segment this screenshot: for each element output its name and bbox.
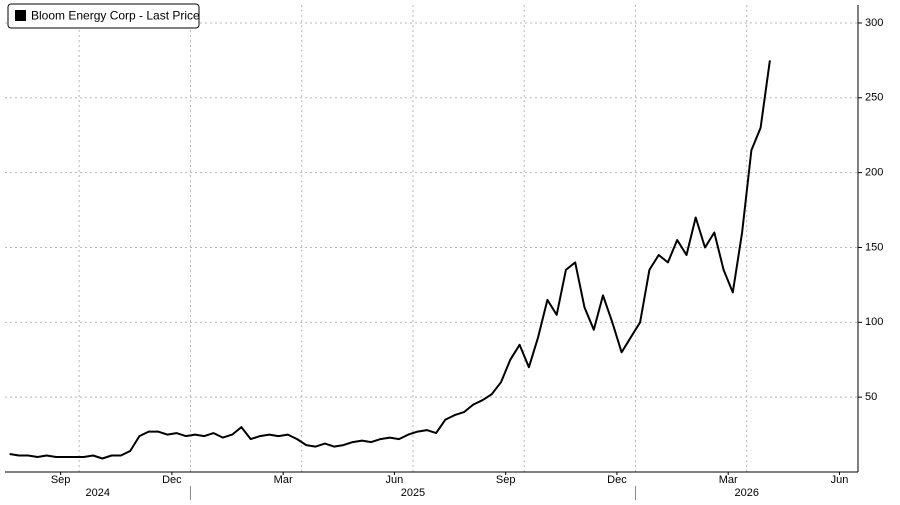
x-tick-label: Sep [496, 474, 516, 486]
x-tick-label: Mar [274, 474, 293, 486]
year-label: 2026 [734, 487, 758, 499]
price-line [9, 60, 771, 460]
legend-box [7, 3, 200, 29]
legend-swatch [15, 10, 26, 21]
y-tick-label: 100 [865, 316, 883, 328]
x-tick-label: Jun [831, 474, 849, 486]
y-tick-label: 150 [865, 241, 883, 253]
legend-label: Bloom Energy Corp - Last Price [31, 9, 200, 23]
year-label: 2025 [401, 487, 425, 499]
year-label: 2024 [85, 487, 109, 499]
x-tick-label: Mar [719, 474, 738, 486]
y-tick-label: 200 [865, 167, 883, 179]
x-tick-label: Dec [162, 474, 182, 486]
x-tick-label: Jun [386, 474, 404, 486]
x-tick-label: Dec [607, 474, 627, 486]
x-tick-label: Sep [51, 474, 71, 486]
y-tick-label: 250 [865, 92, 883, 104]
y-tick-label: 50 [865, 391, 877, 403]
y-tick-label: 300 [865, 17, 883, 29]
